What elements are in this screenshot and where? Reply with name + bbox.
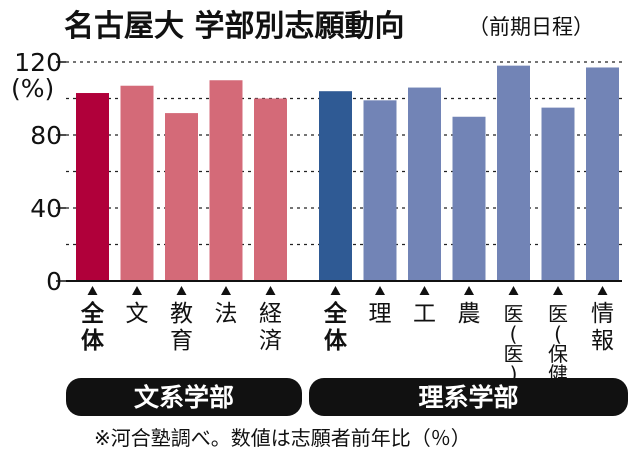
bar-bunkei-1 (120, 85, 154, 281)
group-label-box (66, 378, 302, 416)
category-marker (221, 286, 231, 295)
category-marker (553, 286, 563, 295)
y-tick-label: 120 (14, 48, 62, 77)
bar-bunkei-3 (209, 80, 243, 281)
category-label: 工 (413, 301, 436, 327)
category-marker (176, 286, 187, 295)
y-tick-label: 80 (30, 121, 62, 150)
bar-rikei-0 (319, 91, 352, 281)
category-label: 全体 (80, 300, 105, 354)
category-label: 経済 (259, 301, 282, 354)
footnote: ※河合塾調べ。数値は志願者前年比（％） (94, 426, 471, 450)
category-label: 農 (458, 301, 481, 327)
group-label-box (309, 378, 628, 416)
category-label: 全体 (323, 300, 348, 354)
bar-rikei-1 (363, 100, 397, 281)
bar-rikei-6 (586, 67, 619, 281)
category-label: 法 (215, 301, 238, 327)
bar-rikei-4 (497, 65, 530, 282)
chart-subtitle: （前期日程） (468, 15, 594, 39)
bar-bunkei-2 (165, 113, 198, 281)
category-marker (132, 286, 142, 295)
bar-rikei-3 (452, 116, 486, 281)
category-label: 情報 (591, 301, 614, 354)
category-label: 教育 (170, 301, 193, 354)
group-label: 文系学部 (134, 383, 234, 412)
category-marker (508, 286, 519, 295)
y-tick-label: 40 (30, 194, 62, 223)
chart-title: 名古屋大 学部別志願動向 (64, 9, 404, 44)
category-marker (330, 286, 341, 295)
bar-rikei-2 (408, 87, 441, 281)
category-marker (597, 286, 608, 295)
category-marker (375, 286, 385, 295)
group-labels: 文系学部 理系学部 (66, 378, 628, 416)
category-marker (87, 286, 98, 295)
bars (76, 65, 619, 282)
y-axis: 0 40 80 120 (14, 48, 66, 296)
category-label: 医(医) (504, 302, 524, 386)
category-marker (265, 286, 276, 295)
group-label: 理系学部 (418, 383, 518, 412)
bar-bunkei-0 (76, 93, 109, 282)
category-label: 文 (126, 301, 149, 327)
category-label: 理 (369, 301, 392, 327)
y-axis-unit: (%) (11, 74, 54, 103)
category-marker (419, 286, 430, 295)
category-marker (464, 286, 474, 295)
bar-bunkei-4 (254, 98, 287, 281)
bar-rikei-5 (541, 107, 575, 281)
y-tick-label: 0 (46, 267, 62, 296)
